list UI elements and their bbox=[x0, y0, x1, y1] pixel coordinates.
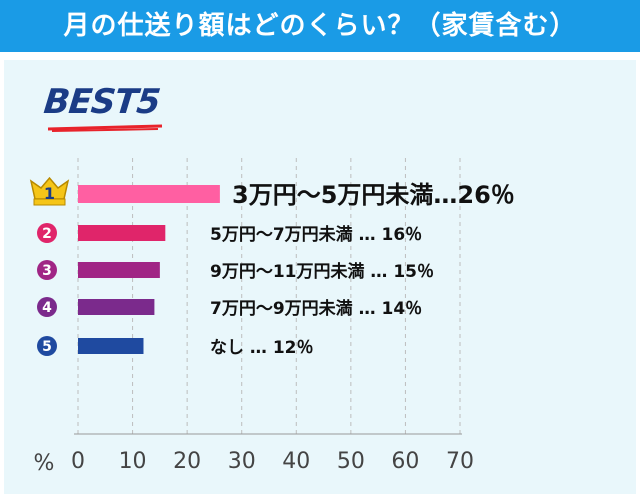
bar-value-label: なし … 12％ bbox=[210, 338, 314, 358]
x-tick-label: 0 bbox=[71, 449, 85, 474]
rank-number: 4 bbox=[42, 300, 52, 316]
badge-underline bbox=[47, 124, 163, 132]
page-title: 月の仕送り額はどのくらい？（家賃含む） bbox=[0, 0, 640, 52]
x-tick-label: 10 bbox=[119, 449, 147, 474]
rank-badge bbox=[37, 260, 57, 280]
bar bbox=[78, 299, 155, 315]
crown-icon bbox=[29, 176, 70, 206]
rank-number: 3 bbox=[42, 263, 52, 279]
x-tick-label: 40 bbox=[282, 449, 310, 474]
bar bbox=[78, 262, 160, 278]
rank-badge bbox=[37, 336, 57, 356]
bar-value-label: 9万円～11万円未満 … 15％ bbox=[210, 261, 434, 282]
rank-badge bbox=[37, 297, 57, 317]
bar-value-label: 3万円～5万円未満…26％ bbox=[232, 181, 515, 209]
bar bbox=[78, 338, 144, 354]
x-tick-label: 60 bbox=[391, 449, 419, 474]
bar bbox=[78, 185, 220, 203]
x-tick-label: 30 bbox=[228, 449, 256, 474]
bar-value-label: 5万円～7万円未満 … 16％ bbox=[210, 224, 422, 245]
bar-value-label: 7万円～9万円未満 … 14％ bbox=[210, 298, 422, 319]
rank-badge bbox=[37, 223, 57, 243]
rank-number: 1 bbox=[44, 184, 55, 203]
x-axis-label: % bbox=[34, 451, 55, 476]
x-tick-label: 50 bbox=[337, 449, 365, 474]
bar bbox=[78, 225, 166, 241]
rank-number: 5 bbox=[42, 339, 52, 355]
x-tick-label: 70 bbox=[446, 449, 474, 474]
rank-number: 2 bbox=[42, 226, 52, 242]
x-tick-label: 20 bbox=[173, 449, 201, 474]
